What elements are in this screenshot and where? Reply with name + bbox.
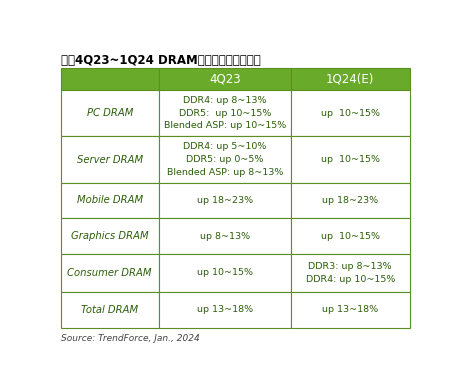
Text: 1Q24(E): 1Q24(E) — [326, 72, 375, 85]
Text: TRENDFORCE: TRENDFORCE — [213, 190, 328, 205]
Text: Total DRAM: Total DRAM — [81, 305, 138, 315]
Bar — [61, 292, 158, 328]
Bar — [158, 68, 291, 90]
Bar — [291, 254, 409, 292]
Text: PC DRAM: PC DRAM — [87, 108, 133, 118]
Text: up  10~15%: up 10~15% — [321, 231, 380, 240]
Bar — [291, 183, 409, 218]
Text: up  10~15%: up 10~15% — [321, 155, 380, 164]
Bar — [158, 254, 291, 292]
Bar — [291, 292, 409, 328]
Text: up 13~18%: up 13~18% — [322, 305, 378, 314]
Bar — [158, 183, 291, 218]
Text: 集邦咨询: 集邦咨询 — [193, 220, 228, 235]
Text: up 18~23%: up 18~23% — [197, 196, 253, 205]
Text: Mobile DRAM: Mobile DRAM — [77, 196, 143, 206]
Bar — [61, 68, 158, 90]
Bar — [291, 68, 409, 90]
Text: up  10~15%: up 10~15% — [321, 109, 380, 118]
Text: Consumer DRAM: Consumer DRAM — [67, 268, 152, 278]
Bar — [61, 90, 158, 136]
Bar — [291, 90, 409, 136]
Bar — [158, 218, 291, 254]
Bar — [61, 254, 158, 292]
Bar — [158, 292, 291, 328]
Bar — [158, 90, 291, 136]
Text: up 13~18%: up 13~18% — [197, 305, 253, 314]
Text: DDR3: up 8~13%
DDR4: up 10~15%: DDR3: up 8~13% DDR4: up 10~15% — [306, 262, 395, 284]
Text: Server DRAM: Server DRAM — [77, 154, 143, 165]
Bar — [291, 218, 409, 254]
Text: up 8~13%: up 8~13% — [200, 231, 250, 240]
Bar — [61, 183, 158, 218]
Bar — [61, 136, 158, 183]
Text: Source: TrendForce, Jan., 2024: Source: TrendForce, Jan., 2024 — [61, 334, 200, 343]
Text: up 18~23%: up 18~23% — [322, 196, 378, 205]
Bar — [158, 136, 291, 183]
Text: DDR4: up 5~10%
DDR5: up 0~5%
Blended ASP: up 8~13%: DDR4: up 5~10% DDR5: up 0~5% Blended ASP… — [167, 142, 283, 177]
Bar — [291, 136, 409, 183]
Text: DDR4: up 8~13%
DDR5:  up 10~15%
Blended ASP: up 10~15%: DDR4: up 8~13% DDR5: up 10~15% Blended A… — [164, 96, 286, 131]
Bar — [61, 218, 158, 254]
Text: 表、4Q23~1Q24 DRAM产品合约价涨幅预测: 表、4Q23~1Q24 DRAM产品合约价涨幅预测 — [61, 54, 261, 66]
Polygon shape — [65, 169, 106, 244]
Text: up 10~15%: up 10~15% — [197, 268, 253, 277]
Text: 4Q23: 4Q23 — [209, 72, 241, 85]
Text: Graphics DRAM: Graphics DRAM — [71, 231, 149, 241]
